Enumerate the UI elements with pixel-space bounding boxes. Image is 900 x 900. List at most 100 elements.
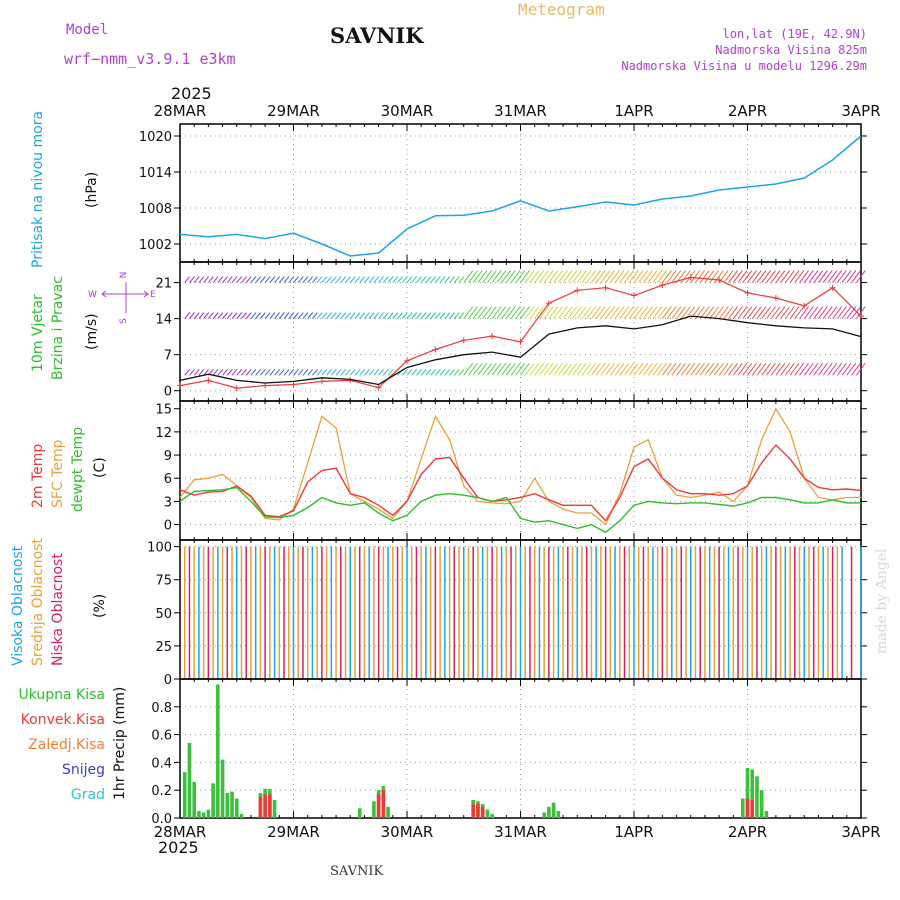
- wind-barb: [818, 270, 828, 283]
- y-tick-label: 75: [155, 574, 172, 589]
- wind-barb: [293, 276, 299, 283]
- wind-barb: [737, 270, 748, 283]
- convective-bar: [750, 799, 755, 818]
- wind-barb: [581, 270, 592, 283]
- wind-barb: [562, 270, 573, 283]
- y-tick-label: 7: [164, 349, 172, 364]
- wind-barb: [770, 306, 781, 319]
- wind-barb: [345, 276, 351, 283]
- wind-barb: [524, 270, 535, 283]
- wind-title-line2: Brzina i Pravac: [50, 276, 66, 380]
- convective-bar: [258, 797, 263, 818]
- wind-barb: [723, 362, 734, 376]
- wind-barb: [699, 270, 710, 283]
- pressure-line: [179, 135, 862, 257]
- wind-barb: [666, 306, 677, 319]
- wind-barb: [742, 270, 753, 283]
- wind-barb: [543, 270, 554, 283]
- temp-2m-line: [179, 443, 862, 522]
- precip-bar: [230, 791, 234, 818]
- wind-speed-line: [179, 315, 862, 386]
- footer-station: SAVNIK: [330, 864, 384, 879]
- wind-barb: [430, 368, 437, 376]
- wind-barb: [378, 368, 385, 376]
- wind-barb: [264, 368, 271, 376]
- wind-barb: [378, 276, 385, 283]
- wind-barb: [468, 270, 478, 283]
- wind-barb: [373, 368, 380, 376]
- wind-barb: [822, 270, 833, 283]
- wind-barb: [345, 368, 351, 376]
- wind-barb: [832, 306, 843, 319]
- y-tick-label: 3: [164, 495, 172, 510]
- wind-barb: [728, 362, 738, 376]
- wind-barb: [430, 312, 437, 319]
- wind-barb: [591, 306, 601, 319]
- wind-barb: [685, 362, 696, 376]
- wind-barb: [316, 276, 323, 283]
- wind-barb: [510, 270, 521, 283]
- wind-barb: [501, 362, 511, 376]
- cloud-mid-title: Srednja Oblacnost: [30, 538, 46, 666]
- wind-barb: [780, 270, 791, 283]
- top-date-label: 31MAR: [494, 102, 547, 120]
- bottom-date-label: 29MAR: [267, 823, 320, 841]
- model-name: wrf−nmm_v3.9.1 e3km: [64, 50, 236, 68]
- wind-barb: [846, 270, 857, 283]
- precip-bar: [272, 799, 277, 818]
- wind-barb: [501, 306, 511, 319]
- wind-barb: [543, 362, 554, 376]
- wind-barb: [212, 312, 219, 319]
- wind-barb: [468, 306, 478, 319]
- wind-barb: [671, 306, 682, 319]
- wind-barb: [231, 368, 238, 376]
- gust-marker: [545, 300, 552, 307]
- wind-barb: [326, 276, 332, 283]
- wind-barb: [468, 362, 478, 376]
- wind-barb: [652, 306, 663, 319]
- wind-barb: [316, 312, 323, 319]
- wind-barb: [737, 306, 748, 319]
- wind-barb: [638, 362, 649, 376]
- wind-barb: [855, 270, 866, 283]
- precip-bar: [197, 811, 201, 818]
- wind-barb: [643, 306, 653, 319]
- wind-barb: [567, 362, 578, 376]
- wind-barb: [581, 362, 592, 376]
- y-tick-label: 0: [164, 385, 172, 400]
- wind-barb: [264, 276, 271, 283]
- wind-barb: [515, 270, 526, 283]
- gust-marker: [574, 287, 581, 294]
- wind-barb: [193, 368, 200, 376]
- wind-barb: [557, 270, 568, 283]
- gust-marker: [318, 378, 325, 385]
- watermark: made by Angel: [874, 548, 890, 654]
- wind-barb: [420, 368, 427, 376]
- wind-barb: [486, 270, 497, 283]
- precip-bar: [542, 812, 546, 818]
- wind-barb: [572, 362, 582, 376]
- wind-barb: [699, 362, 710, 376]
- wind-barb: [189, 276, 195, 283]
- wind-barb: [709, 270, 720, 283]
- wind-barb: [260, 312, 266, 319]
- wind-barb: [260, 368, 266, 376]
- wind-barb: [614, 306, 625, 319]
- wind-barb: [198, 368, 205, 376]
- wind-barb: [624, 362, 634, 376]
- wind-barb: [557, 306, 568, 319]
- wind-barb: [704, 306, 715, 319]
- wind-barb: [406, 312, 413, 319]
- wind-barb: [657, 270, 668, 283]
- precip-bar: [206, 809, 211, 818]
- wind-barb: [747, 270, 757, 283]
- wind-barb: [411, 276, 418, 283]
- wind-barb: [430, 276, 437, 283]
- gust-marker: [631, 292, 637, 299]
- wind-barb: [359, 368, 366, 376]
- wind-barb: [818, 306, 828, 319]
- wind-barb: [288, 312, 295, 319]
- wind-barb: [449, 368, 455, 376]
- wind-barb: [302, 276, 309, 283]
